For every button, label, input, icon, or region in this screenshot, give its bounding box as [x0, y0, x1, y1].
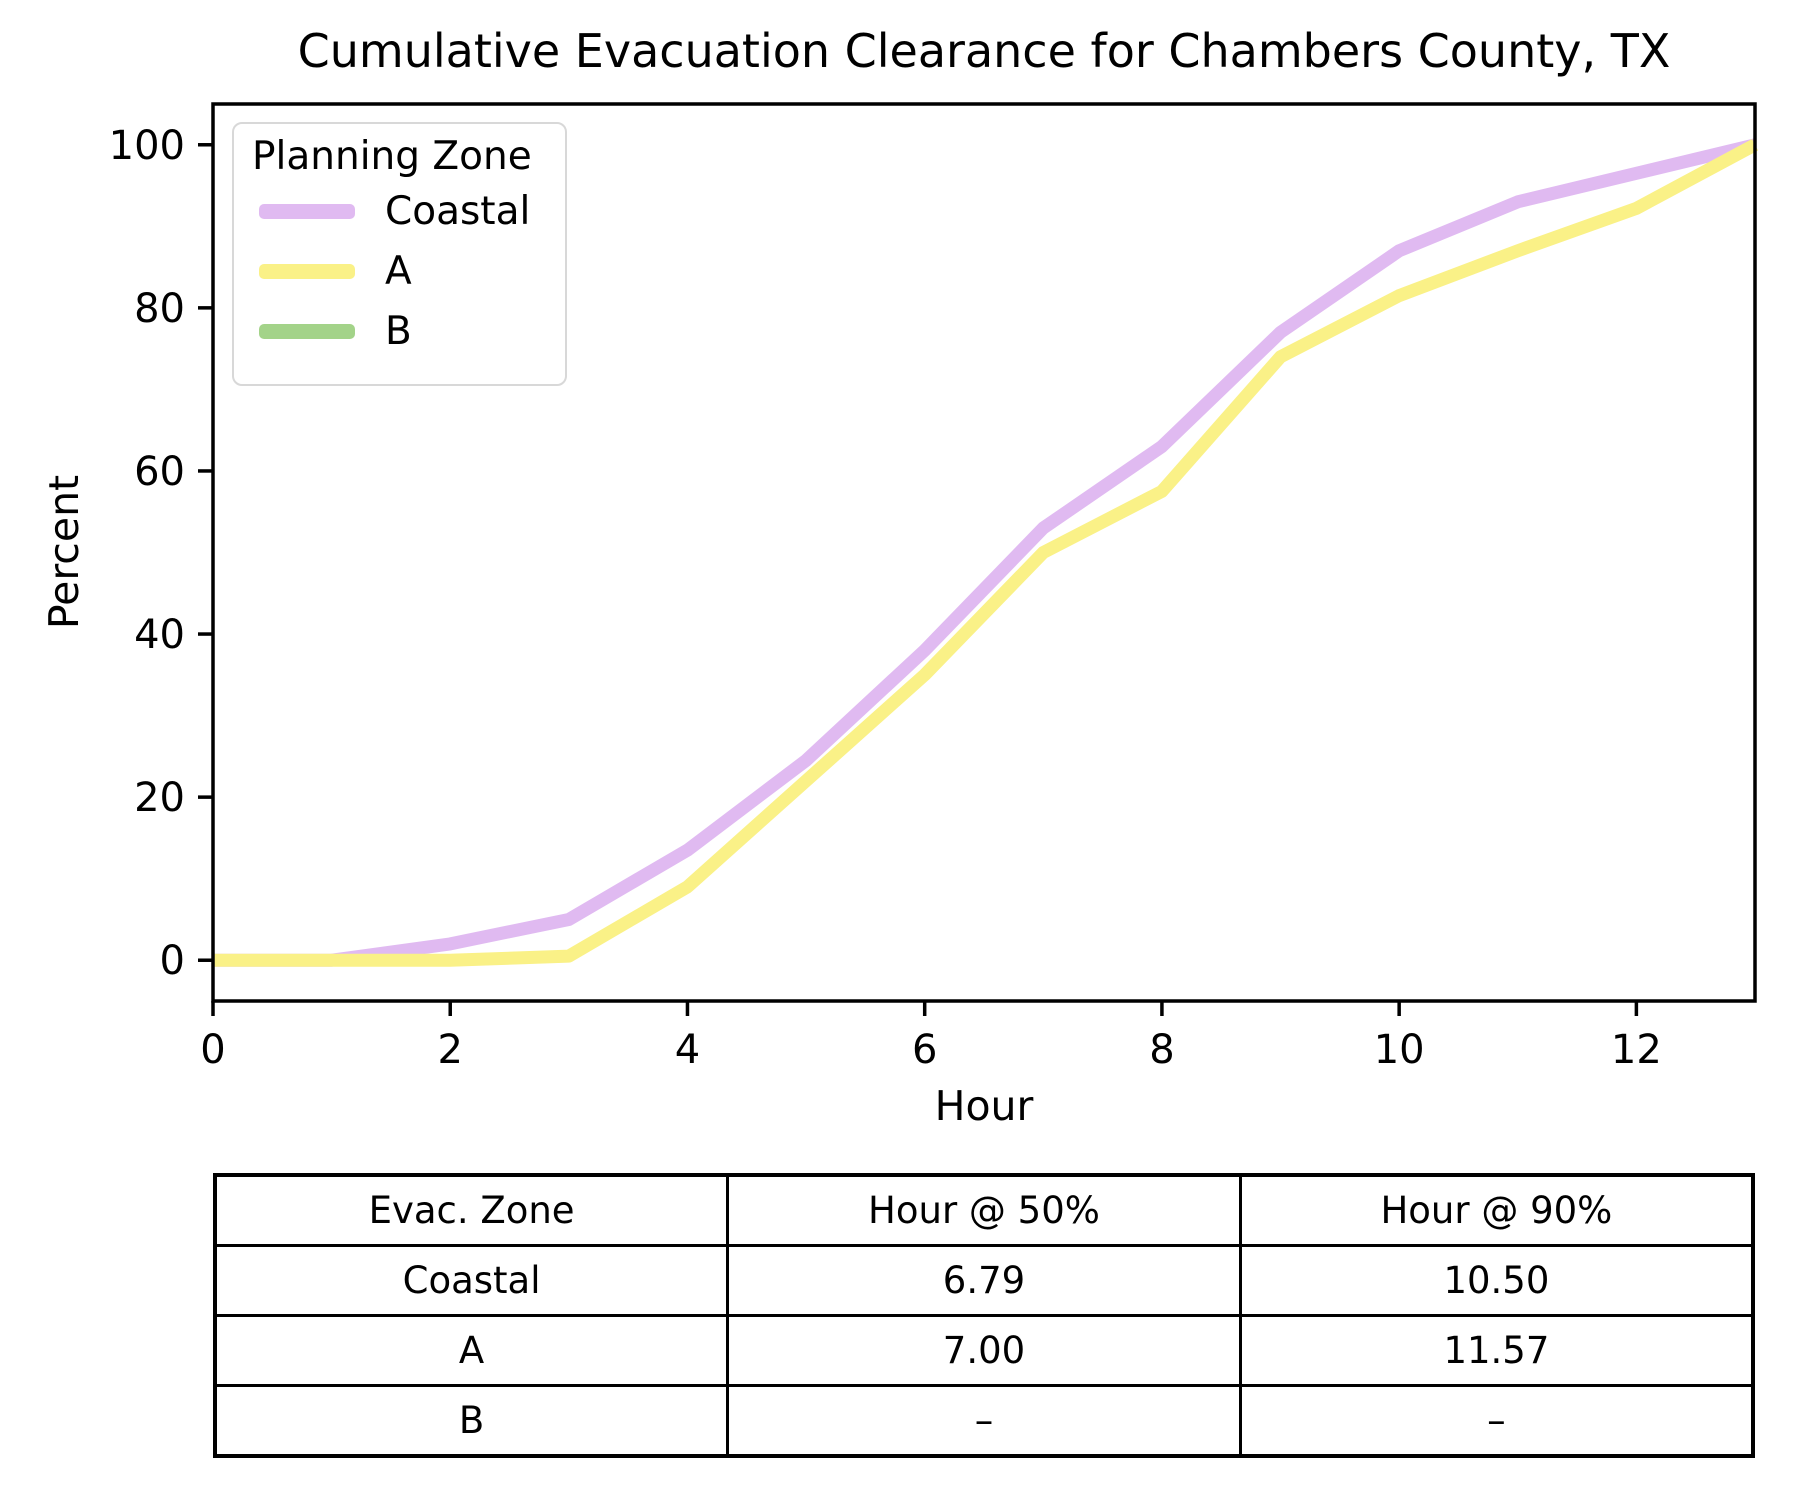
table-header-cell: Evac. Zone	[213, 1173, 730, 1247]
series-line-a	[213, 139, 1759, 967]
summary-table: Evac. Zone Hour @ 50% Hour @ 90% Coastal 6.…	[213, 1173, 1755, 1458]
series-line-coastal	[213, 138, 1757, 967]
legend-swatch-coastal	[259, 203, 355, 219]
legend-swatch-b	[259, 323, 355, 339]
legend-label: Coastal	[385, 188, 531, 234]
y-axis-label: Percent	[40, 474, 88, 630]
x-tick-label: 6	[912, 1027, 937, 1073]
table-cell: 10.50	[1238, 1244, 1755, 1317]
legend: Planning Zone Coastal A B	[232, 122, 567, 386]
legend-entry-b: B	[234, 301, 565, 361]
x-tick-label: 4	[675, 1027, 700, 1073]
table-header-cell: Hour @ 90%	[1238, 1173, 1755, 1247]
x-tick-label: 8	[1149, 1027, 1174, 1073]
x-axis-label: Hour	[934, 1082, 1034, 1130]
y-tick-label: 20	[134, 775, 185, 821]
legend-entries: Coastal A B	[234, 181, 565, 361]
table-row: A 7.00 11.57	[213, 1314, 1755, 1387]
table-header-row: Evac. Zone Hour @ 50% Hour @ 90%	[213, 1173, 1755, 1247]
y-tick-label: 80	[134, 286, 185, 332]
y-tick-label: 60	[134, 449, 185, 495]
legend-entry-a: A	[234, 241, 565, 301]
chart-title: Cumulative Evacuation Clearance for Cham…	[297, 24, 1671, 78]
x-tick-label: 2	[438, 1027, 463, 1073]
x-tick-label: 12	[1611, 1027, 1662, 1073]
legend-title: Planning Zone	[252, 134, 532, 179]
legend-entry-coastal: Coastal	[234, 181, 565, 241]
x-tick-label: 0	[200, 1027, 225, 1073]
plot-frame	[211, 102, 1757, 1003]
table-cell: 11.57	[1238, 1314, 1755, 1387]
y-tick-label: 0	[160, 938, 185, 984]
legend-label: A	[385, 248, 412, 294]
table-cell: 6.79	[726, 1244, 1242, 1317]
y-tick-label: 40	[134, 612, 185, 658]
table-row: B – –	[213, 1384, 1755, 1458]
table-row: Coastal 6.79 10.50	[213, 1244, 1755, 1317]
table-body: Coastal 6.79 10.50 A 7.00 11.57 B – –	[213, 1244, 1755, 1458]
table-header-cell: Hour @ 50%	[726, 1173, 1242, 1247]
legend-label: B	[385, 308, 412, 354]
table-cell: Coastal	[213, 1244, 730, 1317]
x-tick-label: 10	[1374, 1027, 1425, 1073]
table-cell: –	[1238, 1384, 1755, 1458]
table-cell: –	[726, 1384, 1242, 1458]
table-cell: 7.00	[726, 1314, 1242, 1387]
legend-swatch-a	[259, 263, 355, 279]
line-chart-canvas: 0 2 4 6 8 10 12 0 20 40 60 80 100	[109, 102, 1759, 1073]
table-cell: B	[213, 1384, 730, 1458]
y-tick-label: 100	[109, 123, 185, 169]
table-cell: A	[213, 1314, 730, 1387]
